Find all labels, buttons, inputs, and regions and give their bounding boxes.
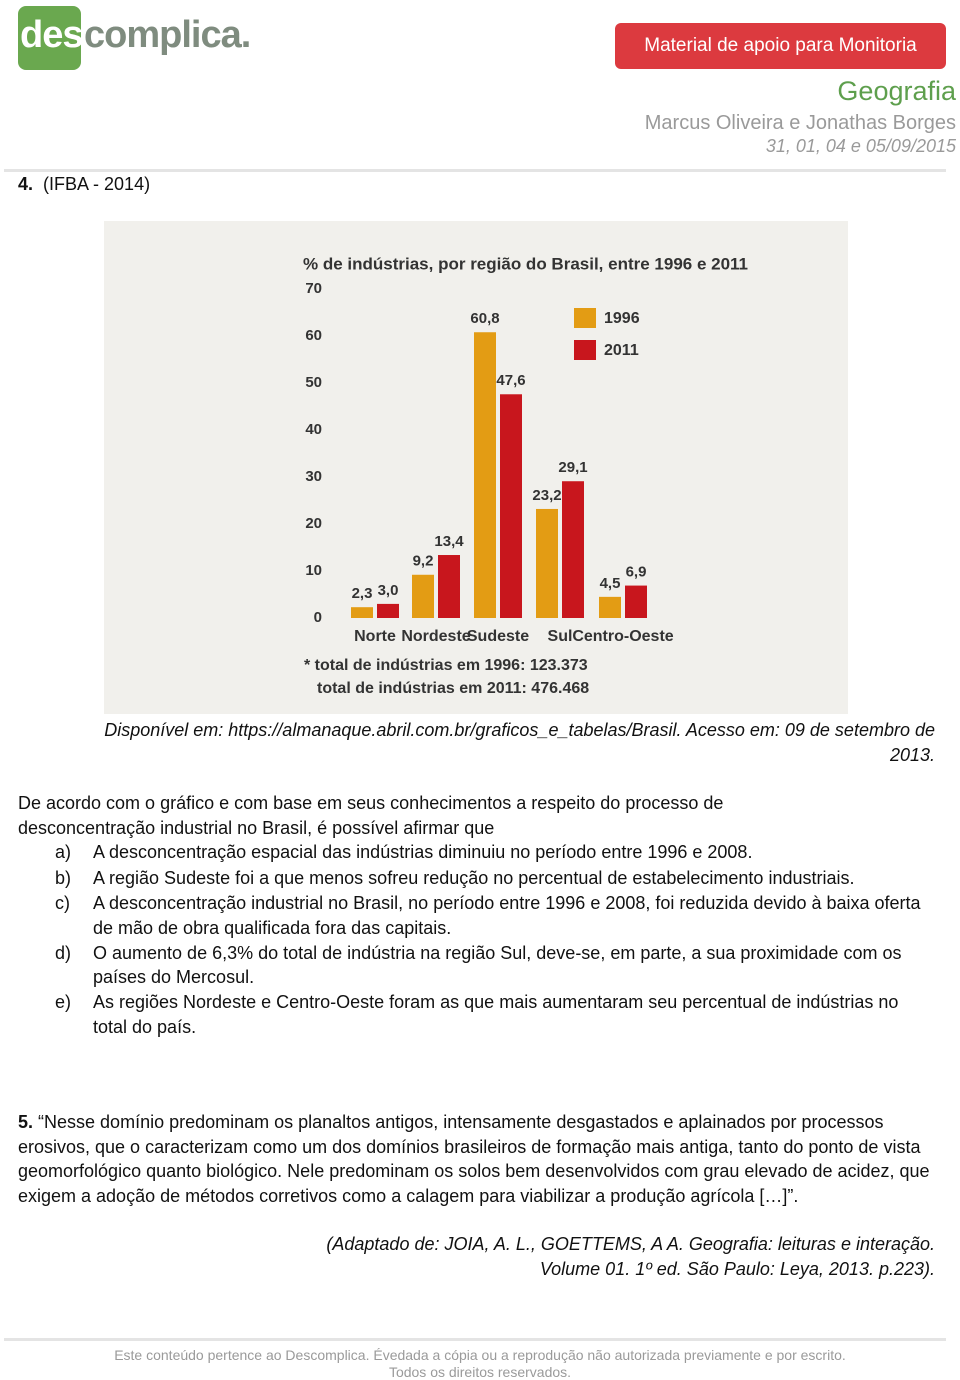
x-tick-label: Sul (548, 628, 573, 645)
option: c) A desconcentração industrial no Brasil… (55, 891, 935, 940)
logo-text: des (20, 14, 83, 56)
bar (599, 596, 621, 618)
bar (412, 574, 434, 618)
value-label: 3,0 (378, 582, 399, 599)
value-label: 4,5 (600, 575, 621, 592)
chart-title: % de indústrias, por região do Brasil, e… (303, 254, 748, 273)
option-text: A desconcentração espacial das indústria… (93, 842, 753, 862)
divider (4, 1338, 946, 1341)
value-label: 47,6 (496, 372, 525, 389)
question-body: “Nesse domínio predominam os planaltos a… (18, 1112, 930, 1206)
badge: Material de apoio para Monitoria (615, 23, 946, 69)
option-text: O aumento de 6,3% do total de indústria … (93, 942, 902, 988)
source: Disponível em: https://almanaque.abril.c… (104, 720, 935, 765)
option-letter: a) (55, 842, 72, 862)
footer-text: Todos os direitos reservados. (388, 1364, 572, 1380)
bar (377, 603, 399, 618)
y-tick-label: 40 (305, 421, 322, 438)
legend-label: 2011 (604, 342, 639, 359)
legend-swatch (574, 340, 596, 360)
x-tick-label: Nordeste (401, 628, 470, 645)
option: e) As regiões Nordeste e Centro-Oeste for… (55, 990, 935, 1039)
option: d) O aumento de 6,3% do total de indústri… (55, 941, 935, 990)
y-tick-label: 30 (305, 468, 322, 485)
question-label: (IFBA - 2014) (43, 174, 151, 194)
bar (500, 394, 522, 618)
option: a) A desconcentração espacial das indústr… (55, 840, 935, 865)
option-text: A desconcentração industrial no Brasil, … (93, 893, 921, 938)
value-label: 2,3 (352, 585, 373, 602)
option: b) A região Sudeste foi a que menos sofre… (55, 866, 935, 891)
bar (438, 555, 460, 618)
chart-note: * total de indústrias em 1996: 123.373 (304, 657, 588, 674)
option-letter: b) (55, 867, 72, 888)
option-letter: e) (55, 992, 72, 1012)
question-number: 5. (18, 1112, 34, 1132)
question-heading: 4. (IFBA - 2014) (18, 172, 150, 197)
bar (562, 481, 584, 618)
bar (536, 508, 558, 618)
bar (474, 332, 496, 618)
logo-box (18, 6, 81, 70)
y-tick-label: 60 (305, 327, 322, 344)
value-label: 13,4 (434, 533, 464, 550)
y-tick-label: 70 (305, 280, 322, 297)
subject: Geografia (837, 76, 956, 106)
value-label: 23,2 (532, 487, 561, 504)
question-number: 4. (18, 174, 34, 194)
option-letter: d) (55, 942, 72, 963)
logo-text: complica. (84, 14, 251, 56)
value-label: 29,1 (558, 459, 587, 476)
chart-note: total de indústrias em 2011: 476.468 (317, 680, 589, 697)
divider (4, 169, 946, 172)
x-tick-label: Norte (354, 628, 396, 645)
bar (351, 607, 373, 618)
y-tick-label: 20 (305, 515, 322, 532)
citation: (Adaptado de: JOIA, A. L., GOETTEMS, A A… (326, 1234, 935, 1279)
footer-text: Este conteúdo pertence ao Descomplica. É… (114, 1347, 846, 1363)
y-tick-label: 0 (314, 609, 322, 626)
dates: 31, 01, 04 e 05/09/2015 (765, 136, 956, 156)
y-tick-label: 10 (305, 562, 322, 579)
value-label: 9,2 (413, 553, 434, 570)
bar (625, 585, 647, 618)
x-tick-label: Centro-Oeste (572, 628, 673, 645)
legend-swatch (574, 308, 596, 328)
question-text: 5. “Nesse domínio predominam os planalto… (18, 1110, 938, 1208)
question-stem: De acordo com o gráfico e com base em se… (18, 793, 724, 838)
x-tick-label: Sudeste (467, 628, 529, 645)
value-label: 60,8 (470, 310, 499, 327)
chart: % de indústrias, por região do Brasil, e… (104, 221, 848, 714)
option-text: A região Sudeste foi a que menos sofreu … (93, 867, 855, 888)
option-text: As regiões Nordeste e Centro-Oeste foram… (93, 992, 899, 1037)
legend-label: 1996 (604, 310, 640, 327)
value-label: 6,9 (626, 564, 647, 581)
y-tick-label: 50 (305, 374, 322, 391)
option-letter: c) (55, 893, 70, 913)
authors: Marcus Oliveira e Jonathas Borges (644, 112, 956, 134)
